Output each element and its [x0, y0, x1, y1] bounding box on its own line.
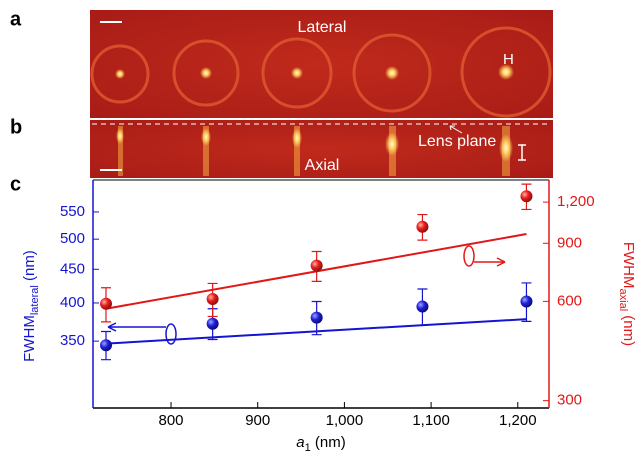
axis-title-sub: axial	[617, 289, 629, 312]
y2-tick-label: 900	[557, 234, 582, 251]
point	[100, 339, 113, 352]
panel-letter: b	[10, 116, 22, 138]
axis-title-unit: (nm)	[311, 434, 346, 451]
point	[416, 300, 429, 313]
point	[520, 190, 533, 203]
point	[206, 292, 219, 305]
axis-title: FWHMaxial (nm)	[617, 242, 637, 346]
axis-title-main: FWHM	[21, 315, 38, 362]
y-tick-label: 450	[60, 260, 85, 277]
y-tick-label: 400	[60, 294, 85, 311]
axis-title-sub: lateral	[29, 285, 41, 315]
x-tick-label: 1,100	[412, 412, 450, 429]
panel-letter: a	[10, 8, 22, 30]
axis-title: a1 (nm)	[296, 434, 345, 454]
x-tick-label: 1,000	[326, 412, 364, 429]
y2-tick-label: 1,200	[557, 193, 595, 210]
y2-tick-label: 600	[557, 292, 582, 309]
lateral-image: H Lateral	[90, 10, 553, 118]
y-tick-label: 550	[60, 203, 85, 220]
y-tick-label: 500	[60, 230, 85, 247]
panel-letter: c	[10, 173, 21, 195]
axis-title-unit: (nm)	[21, 250, 38, 285]
svg-text:H: H	[503, 51, 514, 68]
point	[206, 317, 219, 330]
x-tick-label: 1,200	[499, 412, 537, 429]
image-label: Lateral	[298, 19, 347, 36]
point	[416, 220, 429, 233]
x-tick-label: 800	[159, 412, 184, 429]
point	[520, 295, 533, 308]
axis-title-main: a	[296, 434, 304, 451]
image-label: Axial	[305, 157, 340, 174]
y2-tick-label: 300	[557, 392, 582, 409]
point	[100, 297, 113, 310]
arrows	[107, 245, 506, 345]
axis-title-unit: (nm)	[620, 311, 637, 346]
axis-title: FWHMlateral (nm)	[21, 250, 41, 362]
axial-image: Axial Lens plane	[90, 118, 553, 178]
image-note: Lens plane	[418, 133, 496, 150]
point	[310, 311, 323, 324]
x-tick-label: 900	[245, 412, 270, 429]
point	[310, 259, 323, 272]
axis-title-sub: 1	[305, 442, 311, 454]
y-tick-label: 350	[60, 332, 85, 349]
axis-title-main: FWHM	[620, 242, 637, 289]
